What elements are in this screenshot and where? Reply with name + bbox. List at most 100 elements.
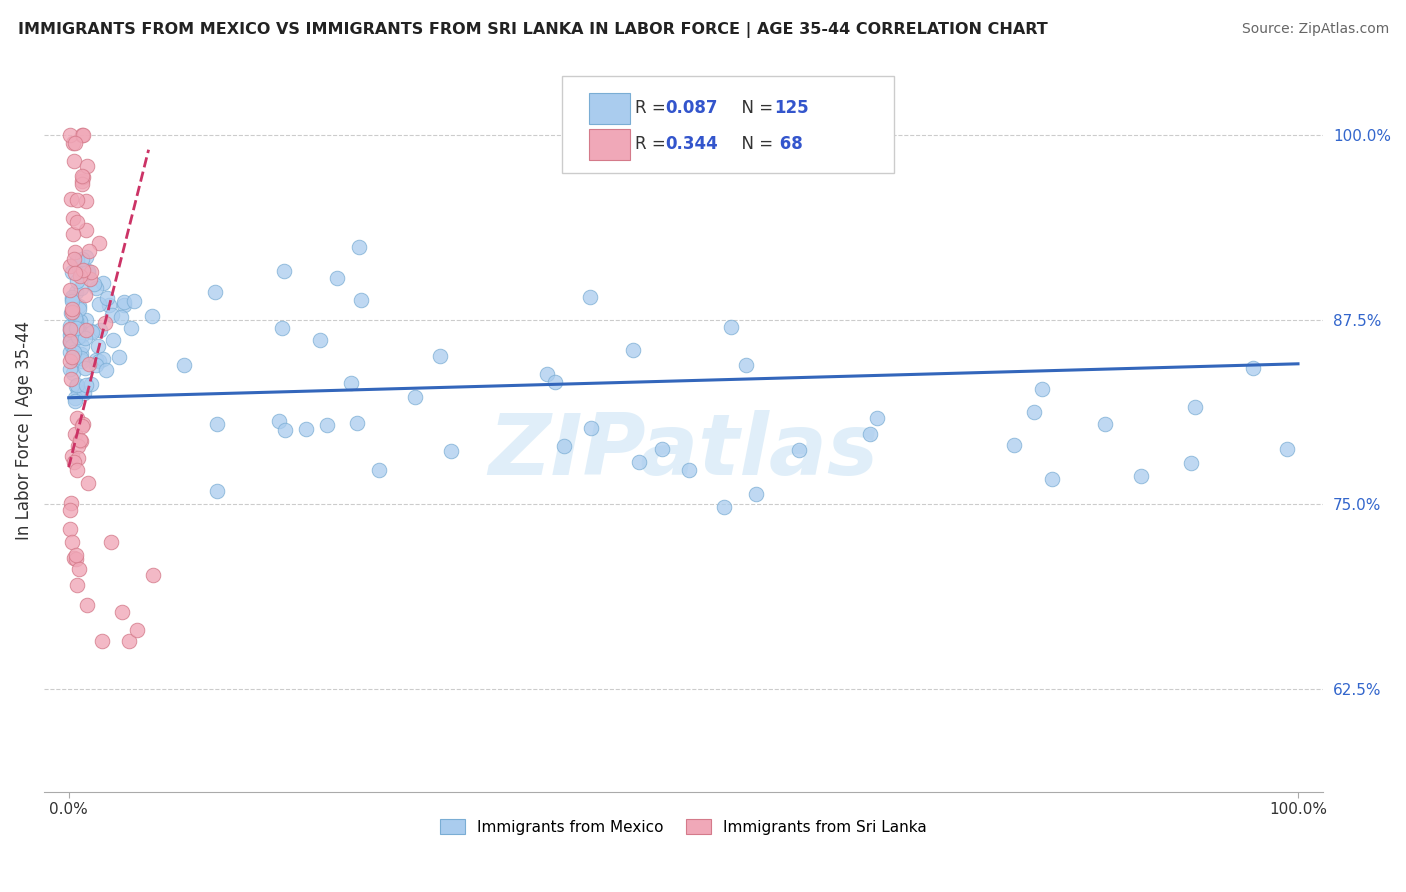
Point <box>67 384 90 399</box>
Point <box>787 443 810 458</box>
Point <box>859 427 882 442</box>
Point <box>76 159 98 173</box>
Point <box>75 331 97 345</box>
Point <box>66 578 89 592</box>
Point <box>125 623 148 637</box>
Point <box>866 410 889 425</box>
Point <box>112 298 135 312</box>
Point <box>63 153 86 168</box>
Point <box>66 329 89 343</box>
Point <box>70 281 93 295</box>
Point <box>111 605 134 619</box>
Point <box>73 360 96 375</box>
FancyBboxPatch shape <box>589 129 630 160</box>
Point <box>59 327 82 342</box>
Point <box>59 323 82 337</box>
Point <box>76 598 98 612</box>
Point <box>59 334 82 348</box>
Point <box>75 377 97 392</box>
Point <box>75 194 97 208</box>
Point <box>346 416 368 430</box>
Point <box>63 136 86 150</box>
Point <box>63 310 86 325</box>
Point <box>96 363 118 377</box>
Point <box>59 522 82 536</box>
Point <box>118 634 141 648</box>
Point <box>1184 400 1206 414</box>
Point <box>77 266 100 280</box>
Point <box>66 378 89 392</box>
Point <box>66 313 89 327</box>
Point <box>75 250 97 264</box>
Point <box>72 128 94 142</box>
Point <box>720 319 742 334</box>
Point <box>62 211 84 225</box>
Point <box>91 352 114 367</box>
Point <box>77 244 100 259</box>
Point <box>110 310 132 324</box>
Text: 0.087: 0.087 <box>665 99 718 118</box>
Point <box>77 264 100 278</box>
Point <box>316 417 339 432</box>
Point <box>59 503 82 517</box>
Point <box>89 236 111 251</box>
Point <box>1002 438 1025 452</box>
Point <box>84 281 107 295</box>
Point <box>59 322 82 336</box>
Point <box>1040 472 1063 486</box>
Point <box>59 361 82 376</box>
Point <box>70 178 93 192</box>
Point <box>66 252 89 267</box>
Point <box>72 417 94 432</box>
Point <box>347 240 370 254</box>
Point <box>63 266 86 280</box>
Point <box>66 451 89 466</box>
Point <box>536 367 558 381</box>
Point <box>75 222 97 236</box>
Point <box>79 272 101 286</box>
Point <box>339 376 361 391</box>
Point <box>63 427 86 442</box>
Text: ZIPatlas: ZIPatlas <box>488 410 879 493</box>
Point <box>350 293 373 308</box>
Point <box>75 323 97 337</box>
Point <box>65 325 87 339</box>
Point <box>72 169 94 183</box>
Point <box>69 433 91 447</box>
Point <box>142 568 165 582</box>
Point <box>65 552 87 566</box>
Point <box>66 320 89 334</box>
Point <box>59 283 82 297</box>
Point <box>745 487 768 501</box>
Point <box>59 335 82 350</box>
Point <box>69 264 91 278</box>
Point <box>67 301 90 316</box>
Point <box>63 550 86 565</box>
Point <box>70 354 93 368</box>
Point <box>94 316 117 330</box>
Point <box>270 321 292 335</box>
Point <box>60 292 83 306</box>
Point <box>107 351 129 365</box>
Point <box>89 297 111 311</box>
Point <box>66 463 89 477</box>
Text: 68: 68 <box>775 136 803 153</box>
Text: R =: R = <box>634 99 671 118</box>
Point <box>80 325 103 339</box>
Point <box>83 277 105 292</box>
Point <box>62 366 84 380</box>
Point <box>60 496 83 510</box>
Point <box>63 345 86 359</box>
Point <box>60 192 83 206</box>
Point <box>120 321 142 335</box>
Point <box>60 290 83 304</box>
Point <box>67 261 90 276</box>
Point <box>65 392 87 406</box>
Text: IMMIGRANTS FROM MEXICO VS IMMIGRANTS FROM SRI LANKA IN LABOR FORCE | AGE 35-44 C: IMMIGRANTS FROM MEXICO VS IMMIGRANTS FRO… <box>18 22 1047 38</box>
Point <box>103 333 125 347</box>
Point <box>63 245 86 260</box>
Point <box>66 274 89 288</box>
Point <box>65 314 87 328</box>
Point <box>734 359 756 373</box>
Point <box>173 358 195 372</box>
